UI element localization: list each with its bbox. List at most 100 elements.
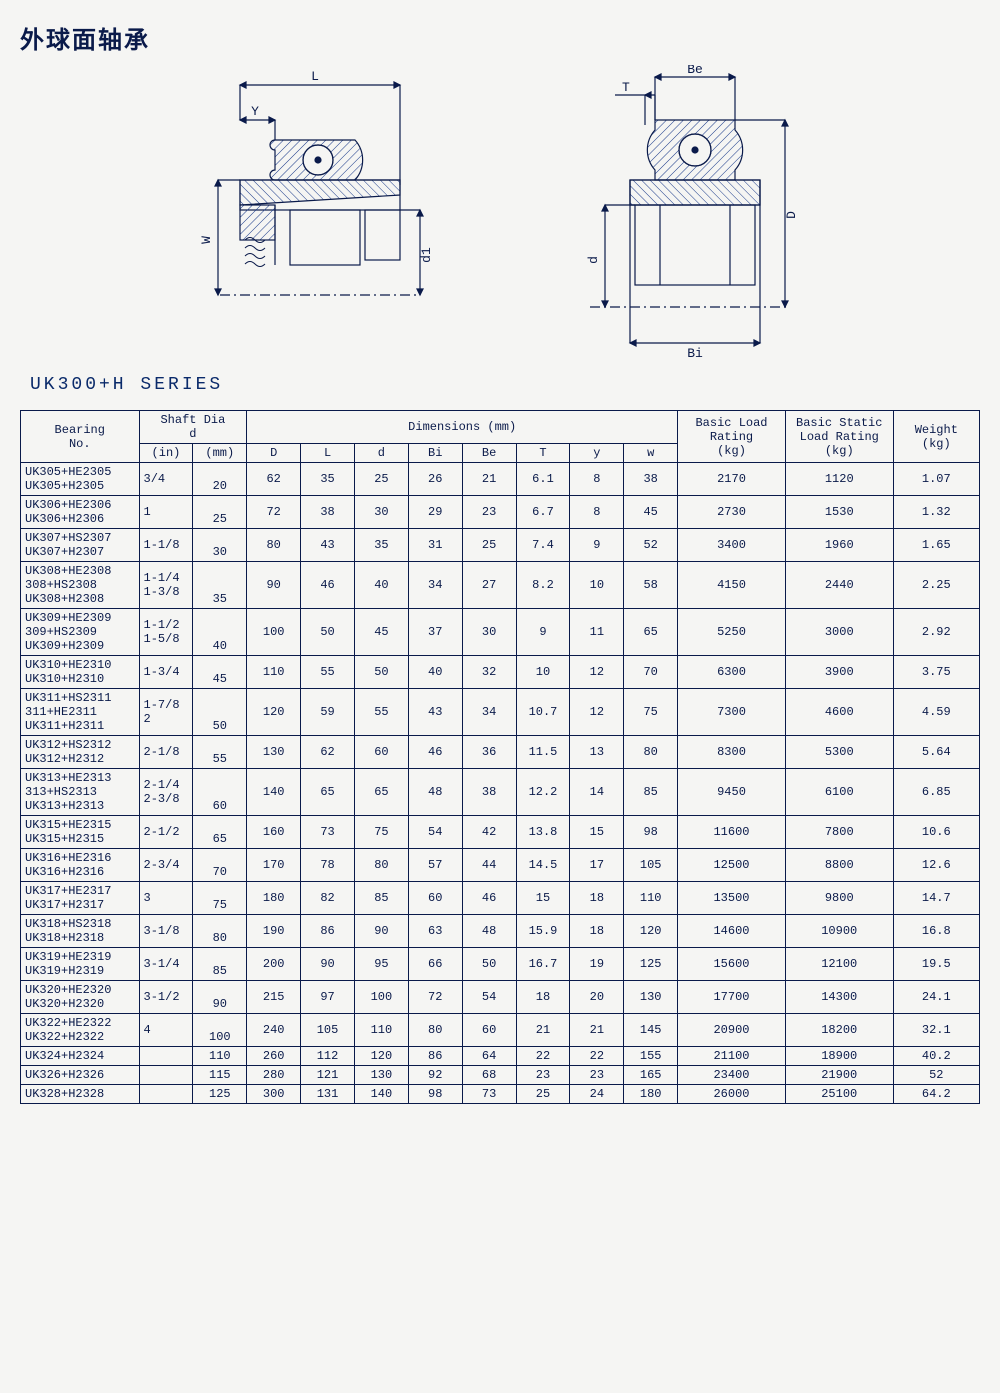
table-cell: 105 bbox=[624, 849, 678, 882]
table-cell: 55 bbox=[354, 689, 408, 736]
table-cell: 14.7 bbox=[893, 882, 979, 915]
table-cell: 26 bbox=[408, 463, 462, 496]
table-row: UK319+HE2319UK319+H23193-1/4852009095665… bbox=[21, 948, 980, 981]
table-cell: UK315+HE2315UK315+H2315 bbox=[21, 816, 140, 849]
table-cell: 200 bbox=[247, 948, 301, 981]
table-cell: 55 bbox=[193, 736, 247, 769]
table-cell: 12 bbox=[570, 656, 624, 689]
table-cell: 30 bbox=[193, 529, 247, 562]
table-cell: 50 bbox=[354, 656, 408, 689]
table-cell: 11.5 bbox=[516, 736, 570, 769]
table-cell: 15600 bbox=[678, 948, 786, 981]
table-cell: 10.6 bbox=[893, 816, 979, 849]
table-cell: 6.85 bbox=[893, 769, 979, 816]
table-cell: 34 bbox=[408, 562, 462, 609]
th-y: y bbox=[570, 444, 624, 463]
table-cell: 86 bbox=[408, 1047, 462, 1066]
table-cell: 1-1/41-3/8 bbox=[139, 562, 193, 609]
table-cell: 43 bbox=[301, 529, 355, 562]
table-cell: 1960 bbox=[785, 529, 893, 562]
table-cell: 110 bbox=[247, 656, 301, 689]
table-cell: 10.7 bbox=[516, 689, 570, 736]
table-cell: 1120 bbox=[785, 463, 893, 496]
table-cell: 13.8 bbox=[516, 816, 570, 849]
table-cell: 78 bbox=[301, 849, 355, 882]
table-cell: 18200 bbox=[785, 1014, 893, 1047]
table-cell: 12.6 bbox=[893, 849, 979, 882]
th-shaft: Shaft Dia d bbox=[139, 411, 247, 444]
table-row: UK311+HS2311 311+HE2311UK311+H23111-7/82… bbox=[21, 689, 980, 736]
table-row: UK328+H232812530013114098732524180260002… bbox=[21, 1085, 980, 1104]
page-title: 外球面轴承 bbox=[20, 20, 980, 55]
table-row: UK322+HE2322UK322+H232241002401051108060… bbox=[21, 1014, 980, 1047]
table-cell: 21100 bbox=[678, 1047, 786, 1066]
table-cell: 110 bbox=[354, 1014, 408, 1047]
table-cell: 120 bbox=[624, 915, 678, 948]
table-cell: 34 bbox=[462, 689, 516, 736]
table-cell: 14 bbox=[570, 769, 624, 816]
table-cell: 2-1/2 bbox=[139, 816, 193, 849]
table-cell: 16.7 bbox=[516, 948, 570, 981]
dim-label-Bi: Bi bbox=[687, 346, 703, 361]
table-row: UK326+H232611528012113092682323165234002… bbox=[21, 1066, 980, 1085]
dim-label-Be: Be bbox=[687, 65, 703, 77]
table-cell: 3-1/2 bbox=[139, 981, 193, 1014]
table-cell: 46 bbox=[408, 736, 462, 769]
table-cell: 65 bbox=[301, 769, 355, 816]
table-cell: 125 bbox=[624, 948, 678, 981]
dim-label-d: d bbox=[586, 256, 601, 264]
table-cell: 5300 bbox=[785, 736, 893, 769]
table-row: UK306+HE2306UK306+H230612572383029236.78… bbox=[21, 496, 980, 529]
table-cell: 60 bbox=[193, 769, 247, 816]
th-L: L bbox=[301, 444, 355, 463]
table-cell: 2-1/42-3/8 bbox=[139, 769, 193, 816]
table-cell: 37 bbox=[408, 609, 462, 656]
table-cell: 7300 bbox=[678, 689, 786, 736]
table-cell: 35 bbox=[301, 463, 355, 496]
bearing-diagram-right: Be T d bbox=[560, 65, 820, 365]
table-cell: 180 bbox=[247, 882, 301, 915]
table-cell: 215 bbox=[247, 981, 301, 1014]
table-cell: 14600 bbox=[678, 915, 786, 948]
table-cell: 46 bbox=[462, 882, 516, 915]
table-cell: 92 bbox=[408, 1066, 462, 1085]
table-cell: 72 bbox=[408, 981, 462, 1014]
table-cell: 80 bbox=[247, 529, 301, 562]
table-cell: 55 bbox=[301, 656, 355, 689]
table-cell: 130 bbox=[354, 1066, 408, 1085]
table-cell: 50 bbox=[462, 948, 516, 981]
table-cell: 280 bbox=[247, 1066, 301, 1085]
th-weight: Weight (kg) bbox=[893, 411, 979, 463]
table-cell: 19.5 bbox=[893, 948, 979, 981]
table-cell: 23 bbox=[570, 1066, 624, 1085]
table-cell: UK322+HE2322UK322+H2322 bbox=[21, 1014, 140, 1047]
table-row: UK315+HE2315UK315+H23152-1/2651607375544… bbox=[21, 816, 980, 849]
table-cell: 120 bbox=[247, 689, 301, 736]
table-cell: UK326+H2326 bbox=[21, 1066, 140, 1085]
table-cell: UK306+HE2306UK306+H2306 bbox=[21, 496, 140, 529]
table-cell: 73 bbox=[462, 1085, 516, 1104]
table-cell: 32.1 bbox=[893, 1014, 979, 1047]
table-cell: 70 bbox=[193, 849, 247, 882]
table-cell: 5250 bbox=[678, 609, 786, 656]
table-cell: UK324+H2324 bbox=[21, 1047, 140, 1066]
table-cell: 95 bbox=[354, 948, 408, 981]
table-cell: 3-1/8 bbox=[139, 915, 193, 948]
table-cell: 52 bbox=[893, 1066, 979, 1085]
table-cell: 140 bbox=[354, 1085, 408, 1104]
table-cell: 20 bbox=[193, 463, 247, 496]
table-cell: 3-1/4 bbox=[139, 948, 193, 981]
table-row: UK309+HE2309 309+HS2309UK309+H23091-1/21… bbox=[21, 609, 980, 656]
table-cell: 54 bbox=[462, 981, 516, 1014]
table-cell: 260 bbox=[247, 1047, 301, 1066]
table-cell: 64.2 bbox=[893, 1085, 979, 1104]
table-cell: 5.64 bbox=[893, 736, 979, 769]
th-bearing: Bearing No. bbox=[21, 411, 140, 463]
table-cell: 90 bbox=[247, 562, 301, 609]
table-cell: 18 bbox=[570, 915, 624, 948]
table-cell: UK320+HE2320UK320+H2320 bbox=[21, 981, 140, 1014]
table-cell: 1-1/21-5/8 bbox=[139, 609, 193, 656]
table-cell: 17 bbox=[570, 849, 624, 882]
table-cell: 23 bbox=[516, 1066, 570, 1085]
table-cell: 8 bbox=[570, 496, 624, 529]
